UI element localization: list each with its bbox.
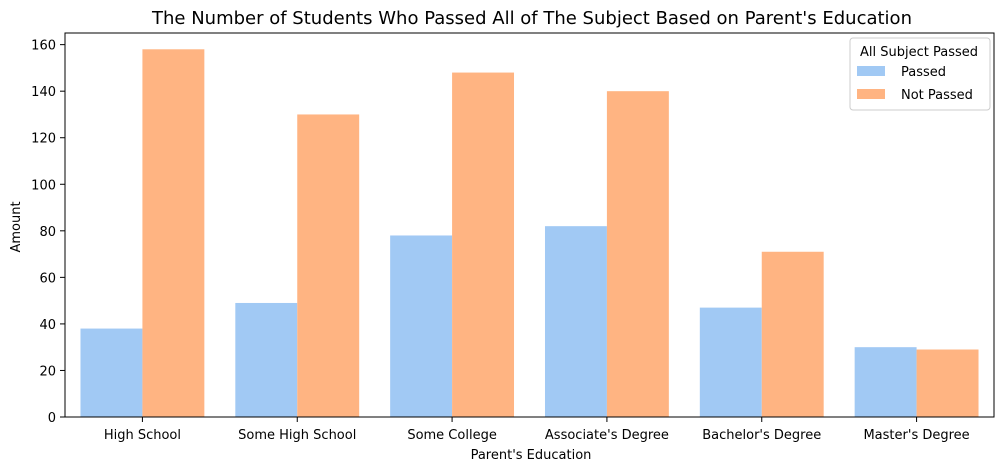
x-tick-label: Some High School [238,428,356,443]
x-axis: High School Some High School Some College A… [104,417,970,443]
y-tick-label: 160 [31,39,56,54]
y-tick-label: 100 [31,178,56,193]
legend-swatch-not-passed [857,89,885,99]
bar-passed [699,307,762,417]
bars-group [80,49,979,418]
plot-frame [64,32,995,418]
y-tick-label: 140 [31,85,56,100]
bar-passed [544,226,607,417]
bar-not-passed [297,114,360,418]
legend-label-not-passed: Not Passed [901,88,973,103]
bar-passed [854,347,917,417]
y-axis-label: Amount [9,201,24,252]
bar-passed [390,235,453,417]
y-tick-label: 80 [39,225,56,240]
x-tick-label: Bachelor's Degree [702,428,821,443]
legend-title: All Subject Passed [860,45,978,60]
bar-not-passed [606,91,669,417]
y-tick-label: 40 [39,318,56,333]
legend: All Subject Passed Passed Not Passed [849,37,991,111]
y-tick-label: 0 [48,411,56,426]
bar-passed [80,328,143,417]
bar-not-passed [452,72,515,418]
bar-not-passed [761,251,824,417]
x-tick-label: High School [104,428,181,443]
bar-passed [235,302,298,417]
legend-swatch-passed [857,66,885,76]
y-axis: 0 20 40 60 80 100 120 140 160 [31,39,65,426]
x-tick-label: Master's Degree [863,428,969,443]
legend-label-passed: Passed [901,65,946,80]
bar-not-passed [142,49,205,418]
x-axis-label: Parent's Education [471,448,592,463]
y-tick-label: 20 [39,364,56,379]
y-tick-label: 120 [31,132,56,147]
bar-not-passed [916,349,979,417]
x-tick-label: Associate's Degree [545,428,669,443]
y-tick-label: 60 [39,271,56,286]
x-tick-label: Some College [407,428,497,443]
chart-title: The Number of Students Who Passed All of… [151,8,912,29]
